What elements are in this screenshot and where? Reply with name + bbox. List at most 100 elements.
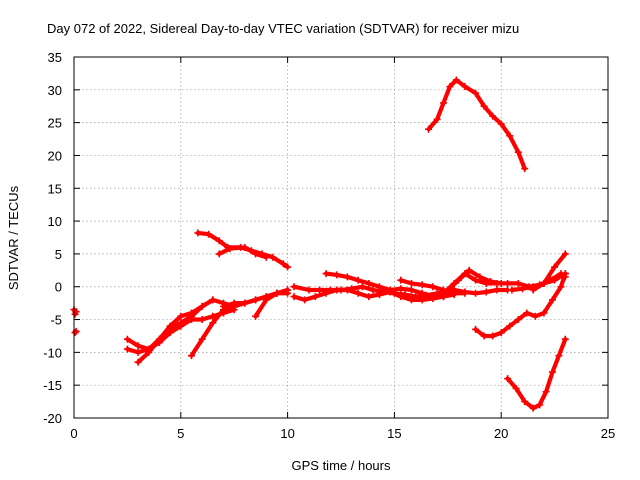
y-axis-label: SDTVAR / TECUs (6, 185, 21, 290)
data-point (465, 266, 473, 274)
data-point (177, 322, 185, 330)
data-point (444, 286, 452, 294)
x-tick-label: 25 (601, 426, 615, 441)
data-point (480, 332, 488, 340)
y-tick-label: -15 (43, 378, 62, 393)
data-point (407, 279, 415, 287)
data-point (290, 283, 298, 291)
data-point (506, 322, 514, 330)
data-point (301, 296, 309, 304)
data-point (305, 286, 313, 294)
data-point (322, 289, 330, 297)
data-point (519, 285, 527, 293)
data-point (472, 289, 480, 297)
data-point (284, 263, 292, 271)
data-point (354, 289, 362, 297)
data-point (450, 286, 458, 294)
y-tick-label: 30 (48, 83, 62, 98)
series-arc-8 (252, 286, 292, 320)
series-arc-2 (71, 327, 80, 337)
data-point (454, 276, 462, 284)
data-point (407, 286, 415, 294)
x-axis-label: GPS time / hours (292, 458, 391, 473)
data-point (418, 289, 426, 297)
data-point (220, 302, 228, 310)
data-point (418, 281, 426, 289)
data-point (333, 271, 341, 279)
data-point (284, 286, 292, 294)
data-point (397, 285, 405, 293)
data-point (514, 316, 522, 324)
axis-ticks: 0 5 10 15 20 25 -20 -15 -10 -5 0 5 10 15 20 25 30 35 (43, 50, 615, 441)
data-point (433, 115, 441, 123)
data-point (487, 277, 495, 285)
data-point (215, 250, 223, 258)
data-point (194, 229, 202, 237)
y-tick-label: 25 (48, 116, 62, 131)
data-point (429, 283, 437, 291)
data-point (273, 289, 281, 297)
y-tick-label: -10 (43, 345, 62, 360)
data-point (262, 296, 270, 304)
data-point (343, 286, 351, 294)
x-tick-label: 10 (280, 426, 294, 441)
data-point (252, 296, 260, 304)
data-point (557, 283, 565, 291)
data-point (472, 89, 480, 97)
data-point (440, 99, 448, 107)
data-point (369, 286, 377, 294)
data-point (536, 401, 544, 409)
data-point (548, 368, 556, 376)
data-point (71, 329, 79, 337)
data-point (497, 279, 505, 287)
series-line (291, 287, 457, 302)
data-point (241, 299, 249, 307)
data-point (252, 250, 260, 258)
data-point (472, 325, 480, 333)
data-point (425, 125, 433, 133)
data-point (497, 120, 505, 128)
data-point (397, 293, 405, 301)
data-point (452, 76, 460, 84)
data-point (514, 279, 522, 287)
data-point (198, 302, 206, 310)
series-line (531, 251, 568, 293)
data-point (482, 288, 490, 296)
data-point (551, 263, 559, 271)
data-point (322, 270, 330, 278)
data-point (512, 384, 520, 392)
data-point (134, 342, 142, 350)
data-point (429, 293, 437, 301)
data-point (561, 250, 569, 258)
y-tick-label: 15 (48, 181, 62, 196)
data-point (155, 339, 163, 347)
data-point (506, 132, 514, 140)
data-point (269, 253, 277, 261)
data-point (489, 112, 497, 120)
data-point (198, 316, 206, 324)
data-point (123, 335, 131, 343)
data-point (123, 345, 131, 353)
data-point (343, 273, 351, 281)
data-point (386, 286, 394, 294)
data-point (316, 286, 324, 294)
data-point (540, 309, 548, 317)
data-point (540, 279, 548, 287)
data-point (493, 286, 501, 294)
data-point (290, 293, 298, 301)
data-point (504, 279, 512, 287)
data-point (333, 286, 341, 294)
series-line (253, 287, 290, 319)
y-tick-label: 35 (48, 50, 62, 65)
data-point (311, 293, 319, 301)
data-point (551, 276, 559, 284)
data-point (548, 296, 556, 304)
data-point (134, 358, 142, 366)
data-point (446, 83, 454, 91)
y-tick-label: -5 (50, 313, 62, 328)
data-point (209, 319, 217, 327)
data-point (198, 335, 206, 343)
data-point (542, 388, 550, 396)
y-tick-label: 0 (55, 280, 62, 295)
data-point (166, 329, 174, 337)
